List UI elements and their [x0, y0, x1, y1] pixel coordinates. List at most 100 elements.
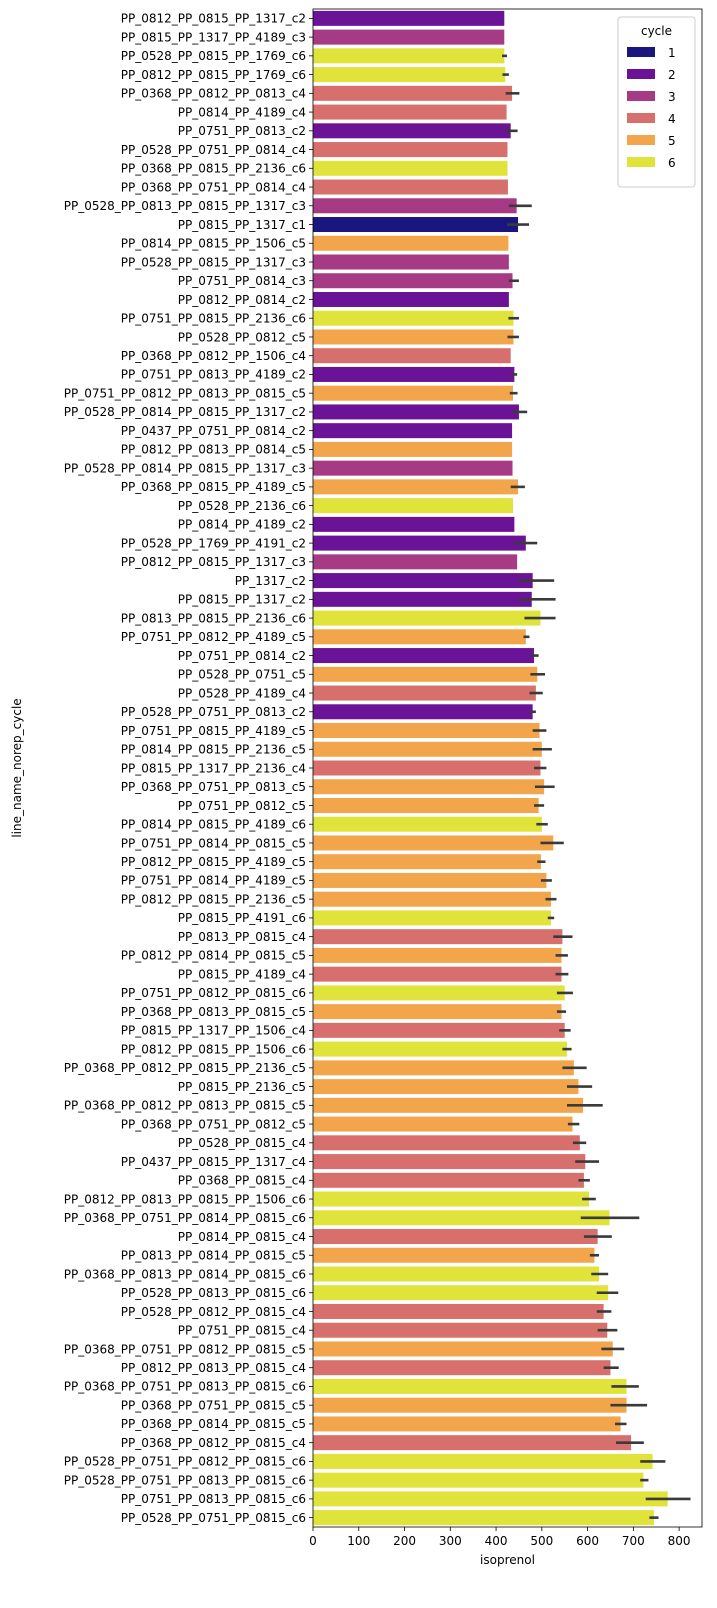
y-tick-label: PP_0812_PP_0815_PP_4189_c5 [121, 855, 306, 869]
y-tick-label: PP_0814_PP_0815_c4 [178, 1230, 306, 1244]
bar [313, 535, 526, 551]
bar [313, 179, 508, 195]
bar [313, 1229, 598, 1245]
y-tick-label: PP_0368_PP_0812_PP_0815_PP_2136_c5 [64, 1061, 306, 1075]
bar [313, 966, 562, 982]
y-tick-label: PP_0815_PP_1317_c2 [178, 593, 306, 607]
y-tick-label: PP_0368_PP_0813_PP_0815_c5 [121, 1005, 306, 1019]
bar [313, 1154, 586, 1170]
bar [313, 704, 533, 720]
bar [313, 1360, 611, 1376]
y-tick-label: PP_0437_PP_0815_PP_1317_c4 [121, 1155, 306, 1169]
y-tick-label: PP_0751_PP_0815_PP_4189_c5 [121, 724, 306, 738]
bar [313, 329, 514, 345]
bar [313, 1416, 621, 1432]
bar [313, 1079, 579, 1095]
y-tick-label: PP_0751_PP_0815_c4 [178, 1324, 306, 1338]
bar [313, 797, 539, 813]
y-tick-label: PP_0815_PP_2136_c5 [178, 1080, 306, 1094]
y-tick-label: PP_0528_PP_2136_c6 [178, 499, 306, 513]
y-tick-label: PP_0528_PP_0815_PP_1769_c6 [121, 49, 306, 63]
bar [313, 404, 519, 420]
bar [313, 1435, 632, 1451]
bar [313, 273, 513, 289]
bar [313, 1453, 653, 1469]
y-tick-label: PP_0813_PP_0814_PP_0815_c5 [121, 1249, 306, 1263]
y-tick-label: PP_0812_PP_0814_PP_0815_c5 [121, 949, 306, 963]
y-tick-label: PP_0814_PP_4189_c4 [178, 105, 306, 119]
bar [313, 198, 517, 214]
bar [313, 1303, 604, 1319]
bar [313, 554, 518, 570]
y-tick-label: PP_0812_PP_0815_PP_2136_c5 [121, 892, 306, 906]
y-axis-label: line_name_norep_cycle [10, 698, 24, 837]
bar [313, 1060, 574, 1076]
legend-swatch [627, 135, 655, 145]
bar [313, 385, 513, 401]
bar [313, 423, 513, 439]
bar [313, 1210, 610, 1226]
legend-title: cycle [641, 24, 672, 38]
bar [313, 366, 515, 382]
bar [313, 1397, 627, 1413]
y-tick-label: PP_0368_PP_0751_PP_0813_PP_0815_c6 [64, 1380, 306, 1394]
bar [313, 685, 536, 701]
y-tick-label: PP_0813_PP_0815_PP_2136_c6 [121, 611, 306, 625]
y-tick-label: PP_0751_PP_0815_PP_2136_c6 [121, 312, 306, 326]
legend-swatch [627, 47, 655, 57]
bar [313, 1510, 654, 1526]
error-bars-layer [502, 54, 691, 1519]
legend-entries: 1 2 3 4 5 6 [627, 46, 676, 170]
bar [313, 441, 513, 457]
bar [313, 835, 554, 851]
y-tick-label: PP_0812_PP_0815_PP_1317_c2 [121, 12, 306, 26]
y-tick-label: PP_0368_PP_0812_PP_0813_c4 [121, 87, 306, 101]
bar [313, 10, 505, 26]
x-tick-label: 200 [393, 1534, 416, 1548]
y-tick-label: PP_0812_PP_0813_PP_0814_c5 [121, 443, 306, 457]
legend-swatch [627, 69, 655, 79]
bar [313, 1472, 644, 1488]
bar [313, 498, 513, 514]
y-tick-label: PP_0815_PP_1317_PP_4189_c3 [121, 30, 306, 44]
bar [313, 929, 563, 945]
bar [313, 1135, 580, 1151]
y-tick-label: PP_0814_PP_0815_PP_4189_c6 [121, 818, 306, 832]
bar [313, 1191, 589, 1207]
y-tick-label: PP_0528_PP_0814_PP_0815_PP_1317_c3 [64, 461, 306, 475]
bar [313, 1116, 573, 1132]
bar [313, 479, 519, 495]
bar [313, 1004, 562, 1020]
axes-frame [312, 8, 703, 1528]
y-tick-label: PP_0815_PP_4189_c4 [178, 967, 306, 981]
y-tick-label: PP_0528_PP_0812_c5 [178, 330, 306, 344]
y-tick-label: PP_0815_PP_1317_c1 [178, 218, 306, 232]
bar [313, 648, 535, 664]
y-tick-label: PP_0528_PP_0751_PP_0815_c6 [121, 1511, 306, 1525]
bar [313, 779, 545, 795]
bar [313, 741, 542, 757]
bar [313, 854, 541, 870]
y-tick-label: PP_0751_PP_0813_PP_0815_c6 [121, 1492, 306, 1506]
bar [313, 910, 551, 926]
y-tick-label: PP_0812_PP_0815_PP_1506_c6 [121, 1042, 306, 1056]
x-tick-label: 400 [485, 1534, 508, 1548]
y-tick-label: PP_0368_PP_0751_PP_0812_c5 [121, 1117, 306, 1131]
bar [313, 254, 509, 270]
y-tick-label: PP_0528_PP_0815_PP_1317_c3 [121, 255, 306, 269]
y-tick-label: PP_0815_PP_4191_c6 [178, 911, 306, 925]
bar [313, 666, 538, 682]
x-tick-label: 100 [347, 1534, 370, 1548]
bar [313, 1322, 608, 1338]
bar [313, 104, 507, 120]
legend: cycle 1 2 3 4 5 6 [617, 16, 696, 188]
y-tick-label: PP_0751_PP_0814_c3 [178, 274, 306, 288]
bar [313, 947, 562, 963]
bar [313, 217, 519, 233]
y-tick-layer: PP_0812_PP_0815_PP_1317_c2 PP_0815_PP_131… [64, 12, 313, 1525]
y-tick-label: PP_0751_PP_0814_PP_0815_c5 [121, 836, 306, 850]
bar [313, 1022, 565, 1038]
legend-swatch [627, 113, 655, 123]
x-tick-label: 0 [309, 1534, 317, 1548]
